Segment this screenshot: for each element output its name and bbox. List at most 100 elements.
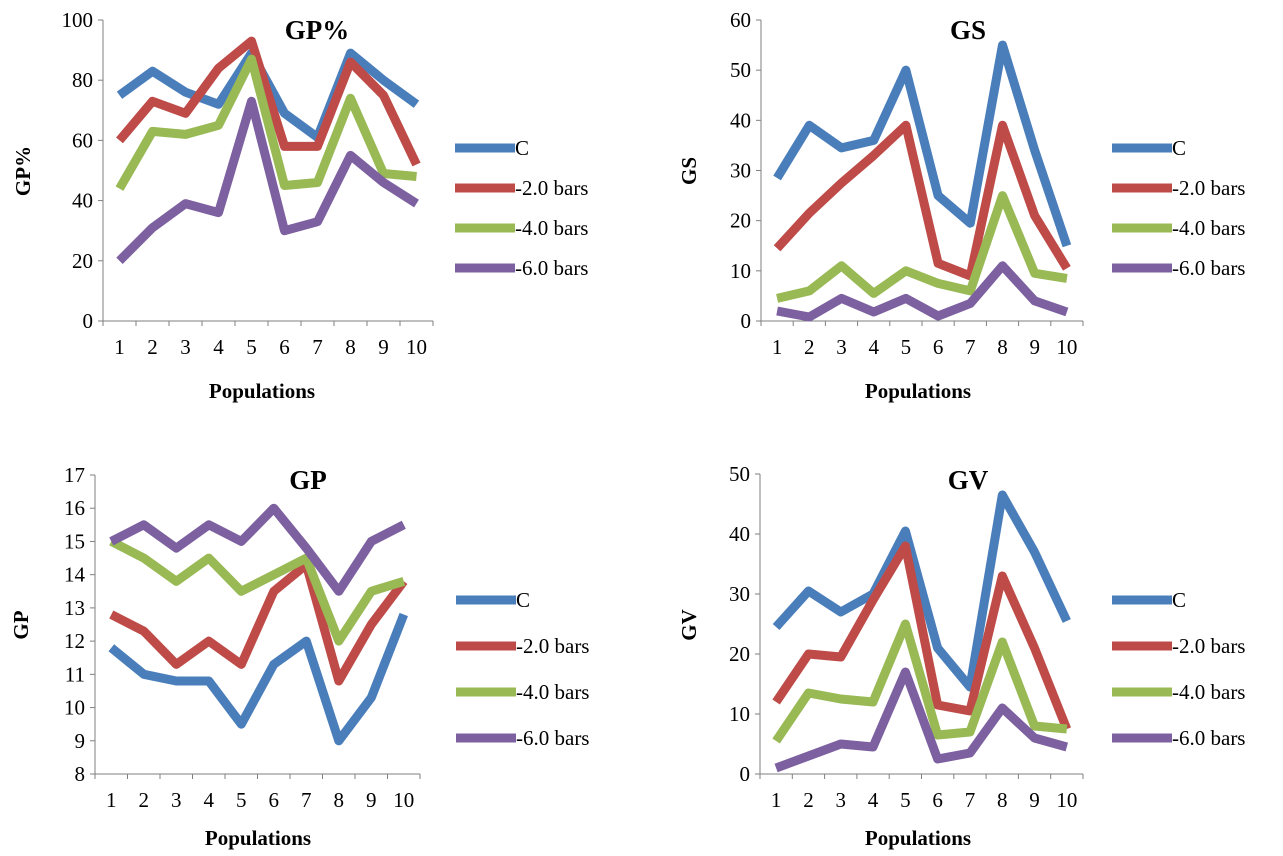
y-tick-label: 15 [64, 529, 85, 553]
x-tick-label: 1 [114, 335, 125, 359]
y-tick-label: 12 [64, 629, 85, 653]
x-tick-label: 2 [147, 335, 158, 359]
x-tick-label: 1 [772, 335, 783, 359]
x-tick-label: 10 [1056, 788, 1077, 812]
x-tick-label: 4 [213, 335, 224, 359]
y-tick-label: 9 [75, 729, 86, 753]
x-tick-label: 6 [932, 788, 943, 812]
y-tick-label: 60 [730, 8, 751, 32]
legend-label: -4.0 bars [1172, 680, 1245, 704]
x-tick-label: 6 [933, 335, 944, 359]
legend: C -2.0 bars -4.0 bars -6.0 bars [1112, 588, 1245, 750]
x-tick-label: 3 [171, 788, 182, 812]
legend-label: -2.0 bars [1172, 176, 1245, 200]
x-tick-label: 4 [868, 335, 879, 359]
x-tick-label: 3 [836, 788, 847, 812]
x-tick-label: 10 [393, 788, 414, 812]
x-tick-label: 5 [236, 788, 247, 812]
x-tick-label: 10 [1056, 335, 1077, 359]
y-axis-label: GS [677, 157, 701, 185]
legend-label: -2.0 bars [516, 634, 589, 658]
x-tick-label: 2 [803, 788, 814, 812]
x-tick-label: 4 [868, 788, 879, 812]
legend: C -2.0 bars -4.0 bars -6.0 bars [455, 136, 588, 280]
series-line-4-0-bars [109, 537, 406, 646]
legend-label: C [515, 136, 529, 160]
x-tick-label: 3 [180, 335, 191, 359]
chart-gp-: 0 20 40 60 80 100 1 2 3 4 5 6 7 8 9 10 GP% GP% Populations… [11, 8, 588, 403]
x-tick-label: 8 [997, 335, 1008, 359]
legend-label: C [516, 588, 530, 612]
y-tick-label: 40 [72, 189, 93, 213]
x-tick-label: 8 [997, 788, 1008, 812]
series-line-2-0-bars [116, 36, 421, 167]
y-tick-label: 40 [730, 108, 751, 132]
x-axis-label: Populations [865, 379, 971, 403]
y-tick-label: 50 [729, 462, 750, 486]
legend-label: -6.0 bars [1172, 726, 1245, 750]
x-tick-label: 5 [246, 335, 257, 359]
legend-label: -4.0 bars [515, 216, 588, 240]
series-line-c [773, 40, 1072, 248]
y-tick-label: 0 [740, 762, 751, 786]
chart-gs: 0 10 20 30 40 50 60 1 2 3 4 5 6 7 8 9 10 GS GS Populations C… [677, 8, 1245, 403]
y-tick-label: 100 [62, 8, 94, 32]
x-tick-label: 7 [965, 335, 976, 359]
series-line-c [108, 612, 408, 746]
y-axis-label: GP [9, 610, 33, 639]
x-tick-label: 10 [406, 335, 427, 359]
series-line-6-0-bars [774, 667, 1069, 773]
chart-title: GS [950, 15, 986, 45]
x-tick-label: 3 [836, 335, 847, 359]
series-line-6-0-bars [116, 96, 419, 264]
series-line-c [772, 490, 1071, 692]
x-tick-label: 6 [269, 788, 280, 812]
legend-label: C [1172, 136, 1186, 160]
y-tick-label: 80 [72, 68, 93, 92]
y-tick-label: 20 [72, 249, 93, 273]
y-tick-label: 11 [65, 662, 85, 686]
y-tick-label: 8 [75, 762, 86, 786]
y-tick-label: 16 [64, 496, 85, 520]
y-tick-label: 10 [64, 696, 85, 720]
y-tick-label: 20 [730, 209, 751, 233]
series-line-6-0-bars [109, 503, 406, 596]
legend-label: -2.0 bars [1172, 634, 1245, 658]
y-tick-label: 40 [729, 522, 750, 546]
y-tick-label: 14 [64, 563, 86, 587]
x-tick-label: 5 [901, 335, 912, 359]
legend-label: -6.0 bars [516, 726, 589, 750]
x-axis-label: Populations [865, 826, 971, 850]
x-tick-label: 8 [334, 788, 345, 812]
legend-label: -4.0 bars [516, 680, 589, 704]
x-tick-label: 6 [279, 335, 290, 359]
legend-label: -4.0 bars [1172, 216, 1245, 240]
y-tick-label: 10 [729, 702, 750, 726]
series-line-4-0-bars [115, 54, 417, 191]
y-tick-label: 20 [729, 642, 750, 666]
y-tick-label: 10 [730, 259, 751, 283]
series-line-6-0-bars [776, 261, 1069, 322]
x-tick-label: 2 [804, 335, 815, 359]
legend-label: -6.0 bars [1172, 256, 1245, 280]
x-tick-label: 7 [301, 788, 312, 812]
legend: C -2.0 bars -4.0 bars -6.0 bars [1112, 136, 1245, 280]
y-tick-label: 17 [64, 463, 85, 487]
x-axis-label: Populations [205, 826, 311, 850]
y-axis-label: GV [677, 609, 701, 641]
series-line-2-0-bars [772, 541, 1071, 731]
legend: C -2.0 bars -4.0 bars -6.0 bars [456, 588, 589, 750]
y-tick-label: 0 [741, 309, 752, 333]
x-tick-label: 9 [1029, 335, 1040, 359]
y-tick-label: 50 [730, 58, 751, 82]
x-tick-label: 9 [1029, 788, 1040, 812]
x-tick-label: 8 [345, 335, 356, 359]
legend-label: -2.0 bars [515, 176, 588, 200]
legend-label: C [1172, 588, 1186, 612]
series-line-2-0-bars [109, 560, 408, 686]
series-line-2-0-bars [773, 120, 1071, 281]
x-tick-label: 7 [965, 788, 976, 812]
x-tick-label: 4 [204, 788, 215, 812]
